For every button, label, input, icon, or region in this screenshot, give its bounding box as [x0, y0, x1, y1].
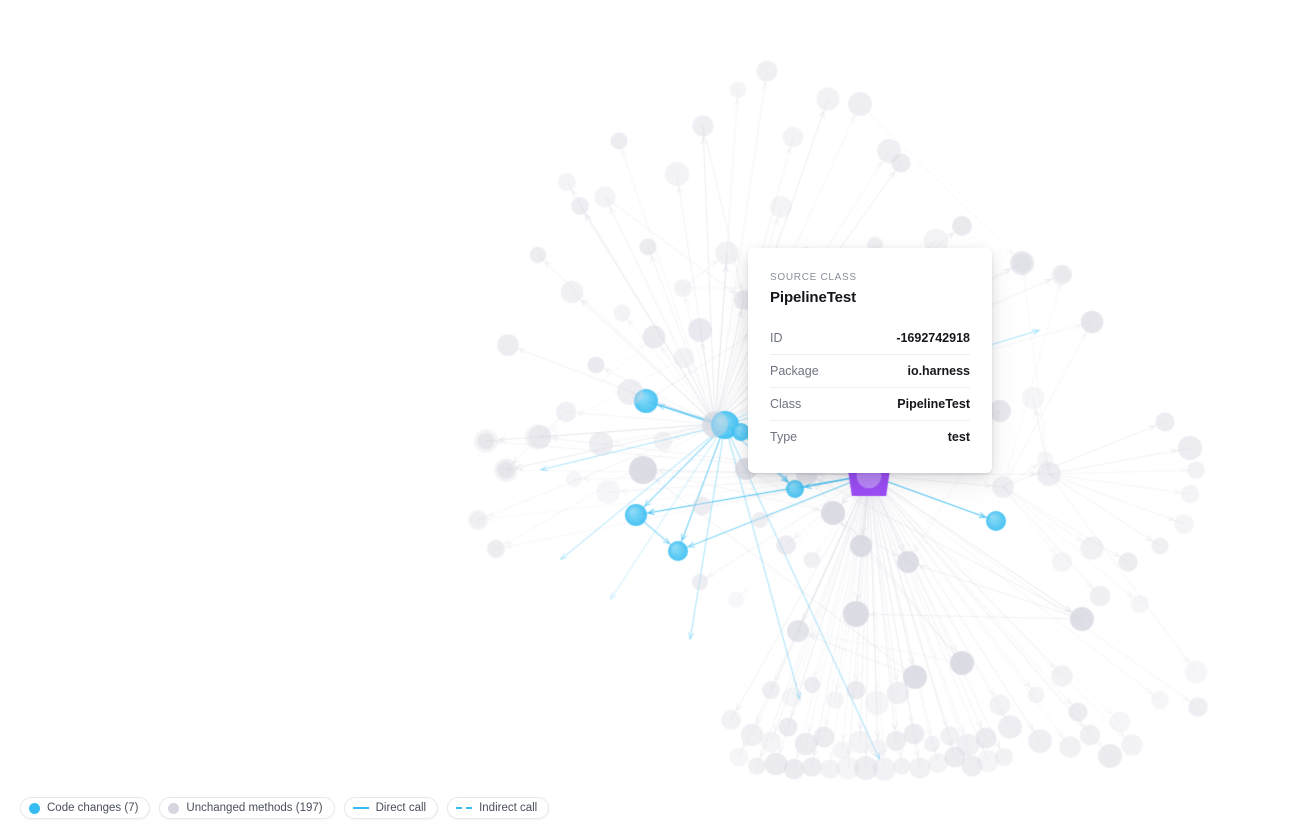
detail-value-type: test [947, 430, 970, 444]
legend-unchanged-methods-label: Unchanged methods (197) [186, 802, 323, 814]
code-changes-swatch-icon [29, 802, 40, 814]
detail-card-kicker: SOURCE CLASS [770, 272, 857, 283]
detail-label-package: Package [770, 364, 819, 378]
legend-code-changes[interactable]: Code changes (7) [20, 797, 151, 819]
legend-indirect-call-label: Indirect call [479, 802, 538, 814]
detail-label-type: Type [770, 430, 798, 444]
detail-row-type: Type test [770, 421, 970, 453]
legend-code-changes-label: Code changes (7) [47, 802, 139, 814]
detail-value-package: io.harness [907, 364, 970, 378]
node-detail-card: SOURCE CLASS PipelineTest ID -1692742918… [748, 248, 992, 473]
detail-card-rows: ID -1692742918 Package io.harness Class … [770, 322, 970, 453]
graph-legend: Code changes (7) Unchanged methods (197)… [20, 797, 550, 819]
unchanged-methods-swatch-icon [168, 802, 180, 814]
detail-card-title: PipelineTest [770, 289, 857, 306]
legend-unchanged-methods[interactable]: Unchanged methods (197) [159, 797, 335, 819]
legend-direct-call[interactable]: Direct call [343, 797, 439, 819]
detail-row-id: ID -1692742918 [770, 322, 970, 355]
indirect-call-line-icon [456, 807, 473, 809]
detail-row-class: Class PipelineTest [770, 388, 970, 421]
legend-indirect-call[interactable]: Indirect call [447, 797, 550, 819]
detail-value-id: -1692742918 [896, 331, 970, 345]
detail-label-class: Class [770, 397, 802, 411]
direct-call-line-icon [352, 807, 369, 809]
detail-value-class: PipelineTest [897, 397, 970, 411]
detail-row-package: Package io.harness [770, 355, 970, 388]
detail-label-id: ID [770, 331, 783, 345]
legend-direct-call-label: Direct call [375, 802, 427, 814]
